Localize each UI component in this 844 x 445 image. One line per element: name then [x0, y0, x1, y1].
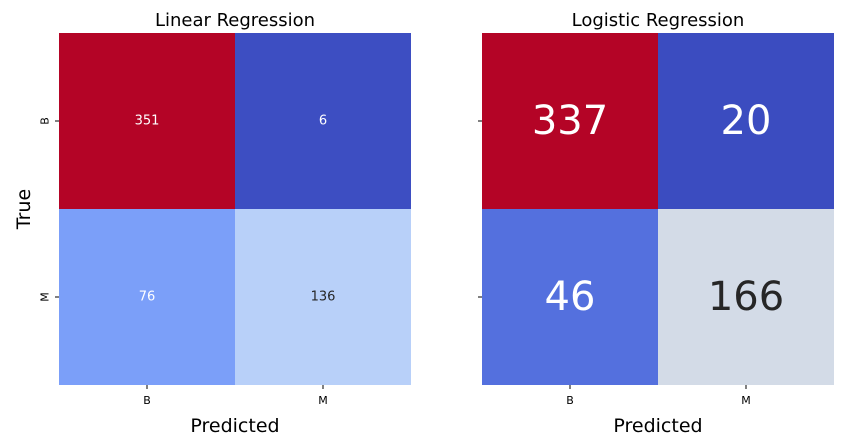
heatmap-cell-m-m [235, 209, 411, 385]
x-tick-label: M [318, 394, 328, 407]
cell-value-label: 6 [319, 114, 327, 129]
cell-value-label: 351 [135, 114, 160, 129]
x-tick-label: M [741, 394, 751, 407]
cell-value-label: 20 [721, 98, 772, 144]
heatmap-cell-b-b [482, 33, 658, 209]
chart-title: Linear Regression [155, 10, 315, 31]
x-axis-label: Predicted [613, 415, 702, 437]
y-axis-label: True [13, 189, 35, 230]
y-tick-label: B [39, 117, 52, 125]
cell-value-label: 337 [532, 98, 608, 144]
heatmap-cell-m-b [59, 209, 235, 385]
cell-value-label: 46 [545, 274, 596, 320]
x-axis-label: Predicted [190, 415, 279, 437]
heatmap-cell-m-m [658, 209, 834, 385]
x-tick-label: B [566, 394, 574, 407]
x-tick-label: B [143, 394, 151, 407]
heatmap-cell-b-m [658, 33, 834, 209]
heatmap-cell-b-m [235, 33, 411, 209]
y-tick-label: M [39, 292, 52, 302]
cell-value-label: 166 [708, 274, 784, 320]
heatmap-cell-m-b [482, 209, 658, 385]
heatmap-cell-b-b [59, 33, 235, 209]
chart-title: Logistic Regression [572, 10, 745, 31]
panel-logistic-regression: 337 20 46 166 Logistic Regression B M Predicted [478, 10, 834, 437]
panel-linear-regression: 351 6 76 136 Linear Regression B M B M Predicted T… [13, 10, 411, 437]
cell-value-label: 136 [311, 290, 336, 305]
cell-value-label: 76 [139, 290, 156, 305]
